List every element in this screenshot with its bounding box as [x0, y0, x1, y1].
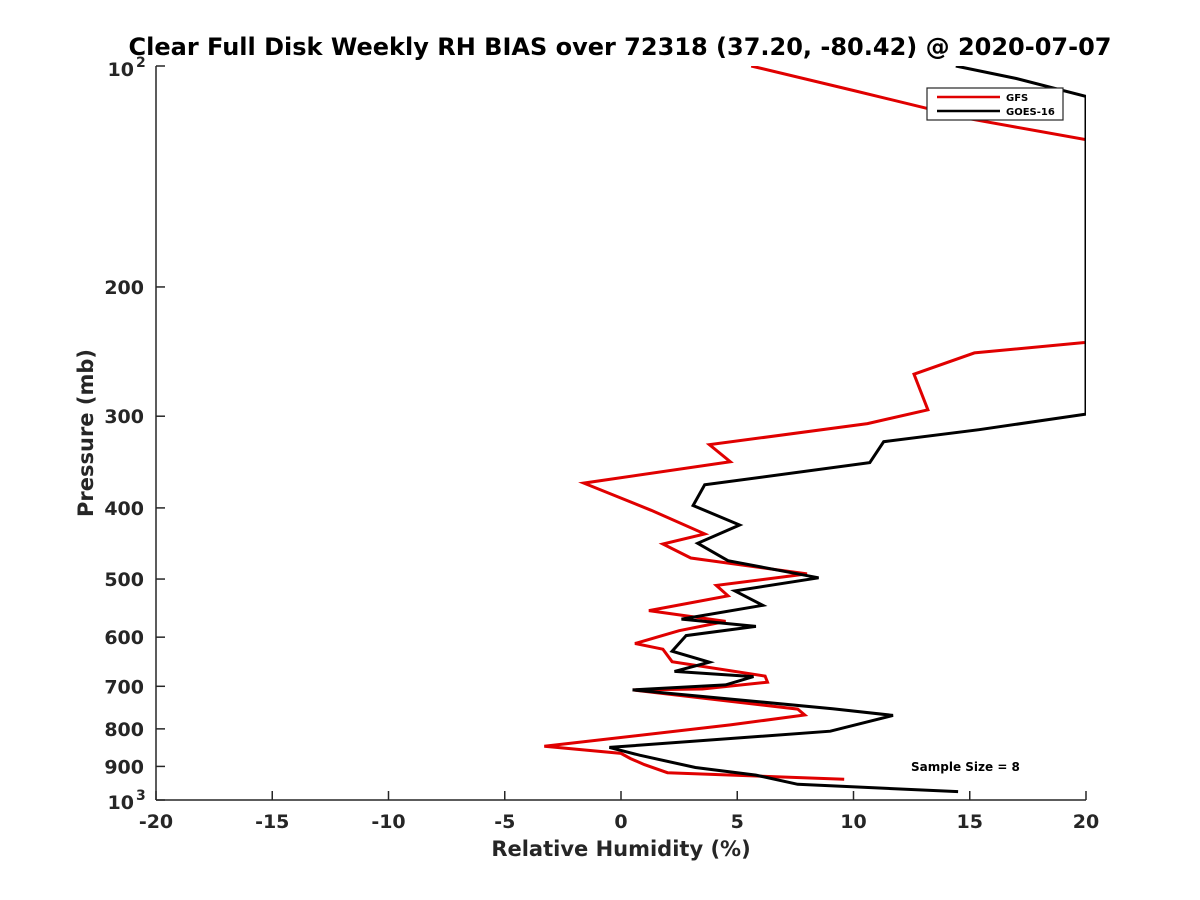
- x-tick-label: 20: [1073, 811, 1099, 833]
- series-line-gfs: [544, 66, 1086, 781]
- y-tick-top-exp: 2: [136, 55, 146, 71]
- y-tick-top-base: 10: [108, 59, 134, 81]
- y-tick-top: 10 2: [108, 55, 146, 81]
- x-tick-label: -15: [255, 811, 289, 833]
- chart-title: Clear Full Disk Weekly RH BIAS over 7231…: [129, 33, 1112, 61]
- y-tick-label: 500: [104, 569, 144, 591]
- y-tick-label: 300: [104, 406, 144, 428]
- y-axis-label: Pressure (mb): [74, 349, 98, 517]
- x-ticks: -20 -15 -10 -5 0 5 10 15 20: [139, 791, 1099, 833]
- legend-label-gfs: GFS: [1006, 93, 1028, 104]
- sample-size-annotation: Sample Size = 8: [911, 760, 1020, 774]
- y-ticks: 200 300 400 500 600 700 800 900: [104, 65, 165, 801]
- series-layer: [544, 66, 1086, 794]
- y-tick-bottom: 10 3: [108, 788, 146, 814]
- x-axis-label: Relative Humidity (%): [491, 837, 750, 861]
- y-tick-label: 700: [104, 676, 144, 698]
- y-tick-label: 200: [104, 277, 144, 299]
- legend-box: [926, 87, 1064, 121]
- legend-label-goes16: GOES-16: [1006, 107, 1055, 118]
- x-tick-label: 10: [840, 811, 866, 833]
- legend: GFS GOES-16: [926, 87, 1064, 121]
- x-tick-label: 5: [731, 811, 744, 833]
- y-tick-bottom-base: 10: [108, 792, 134, 814]
- y-tick-label: 600: [104, 627, 144, 649]
- y-tick-label: 400: [104, 498, 144, 520]
- x-tick-label: -20: [139, 811, 173, 833]
- x-tick-label: -10: [371, 811, 405, 833]
- series-line-goes16: [609, 66, 1086, 794]
- x-tick-label: 0: [614, 811, 627, 833]
- y-tick-label: 900: [104, 756, 144, 778]
- y-tick-label: 800: [104, 719, 144, 741]
- x-tick-label: -5: [494, 811, 515, 833]
- x-tick-label: 15: [957, 811, 983, 833]
- y-tick-bottom-exp: 3: [136, 788, 146, 804]
